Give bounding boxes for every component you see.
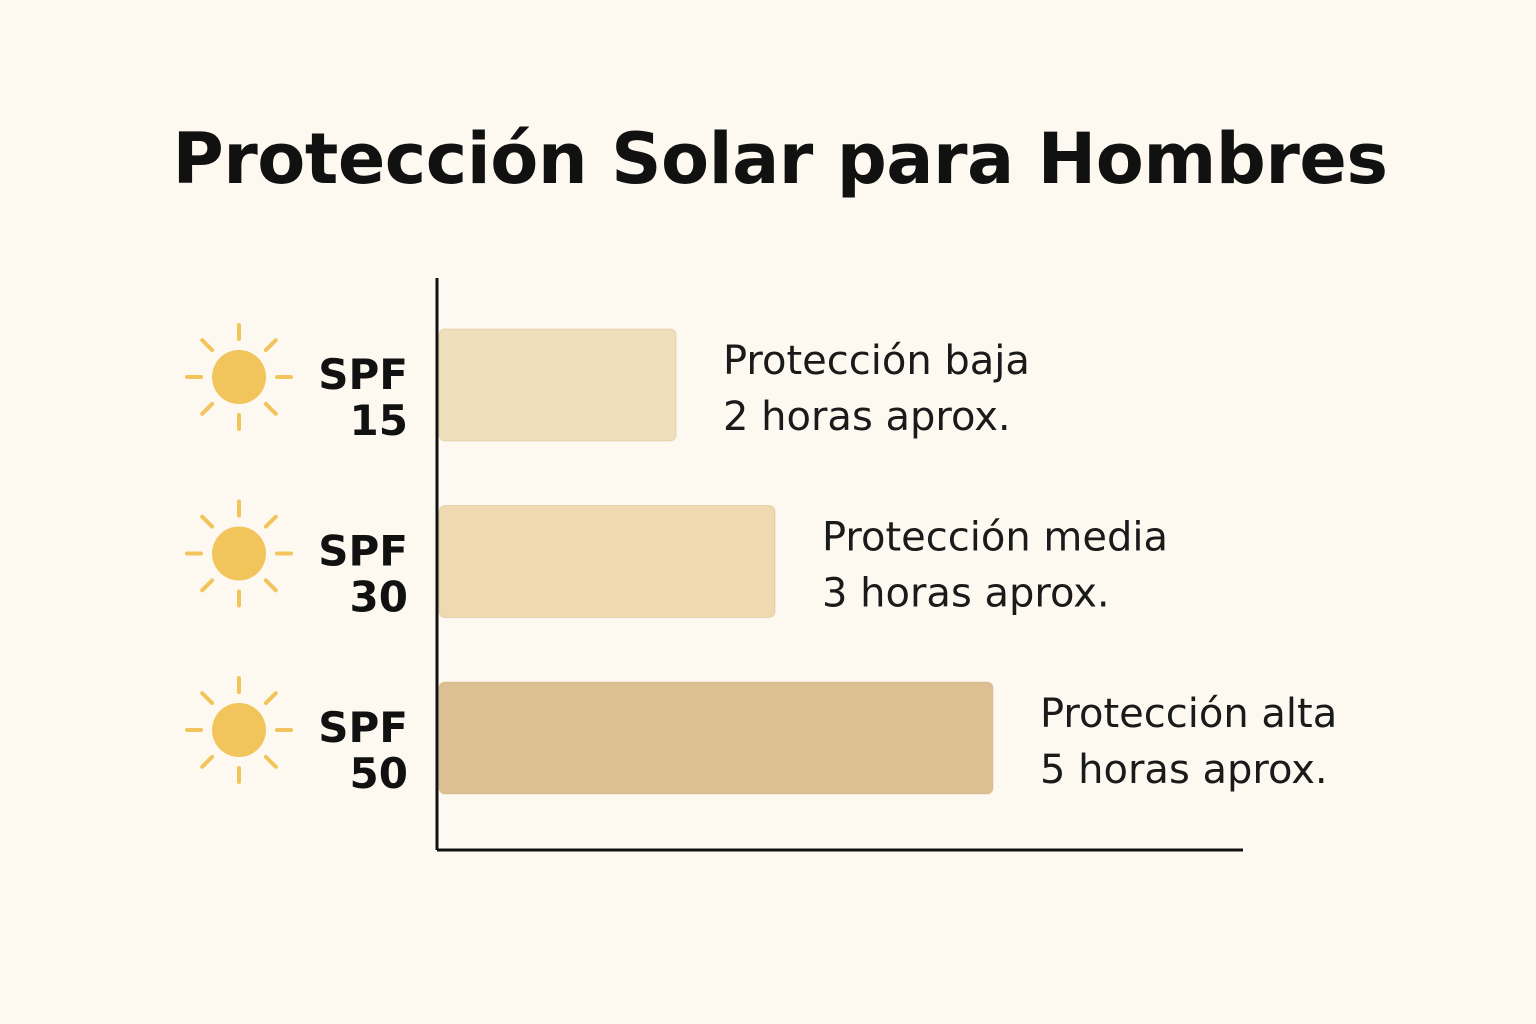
category-label: SPF xyxy=(318,350,408,399)
sun-ray xyxy=(200,578,215,593)
sun-ray xyxy=(200,691,215,706)
data-label: 5 horas aprox. xyxy=(1040,747,1328,793)
sun-ray xyxy=(200,514,215,529)
category-label: 50 xyxy=(350,749,408,798)
sun-ray xyxy=(263,754,278,769)
sun-icon xyxy=(185,499,293,608)
sun-ray xyxy=(263,578,278,593)
sun-ray xyxy=(263,401,278,416)
chart-title: Protección Solar para Hombres xyxy=(172,118,1388,200)
sun-icon xyxy=(185,676,293,784)
sun-ray xyxy=(263,514,278,529)
category-label: SPF xyxy=(318,703,408,752)
sun-ray xyxy=(200,401,215,416)
category-label: SPF xyxy=(318,527,408,576)
bars-layer xyxy=(438,328,994,795)
data-label: 3 horas aprox. xyxy=(822,571,1110,617)
icons-layer xyxy=(185,323,293,784)
data-label: 2 horas aprox. xyxy=(723,394,1011,440)
bar xyxy=(438,681,994,795)
category-label: 15 xyxy=(350,396,408,445)
data-label: Protección baja xyxy=(723,338,1030,384)
sun-ray xyxy=(263,691,278,706)
sun-icon xyxy=(185,323,293,431)
bar xyxy=(438,505,776,618)
data-label: Protección media xyxy=(822,515,1168,561)
data-label: Protección alta xyxy=(1040,691,1337,737)
sun-core xyxy=(212,526,266,581)
sun-ray xyxy=(200,338,215,353)
sun-core xyxy=(212,703,266,757)
sun-core xyxy=(212,350,266,404)
sun-ray xyxy=(263,338,278,353)
category-label: 30 xyxy=(350,573,408,622)
sun-ray xyxy=(200,754,215,769)
bar xyxy=(438,328,677,442)
